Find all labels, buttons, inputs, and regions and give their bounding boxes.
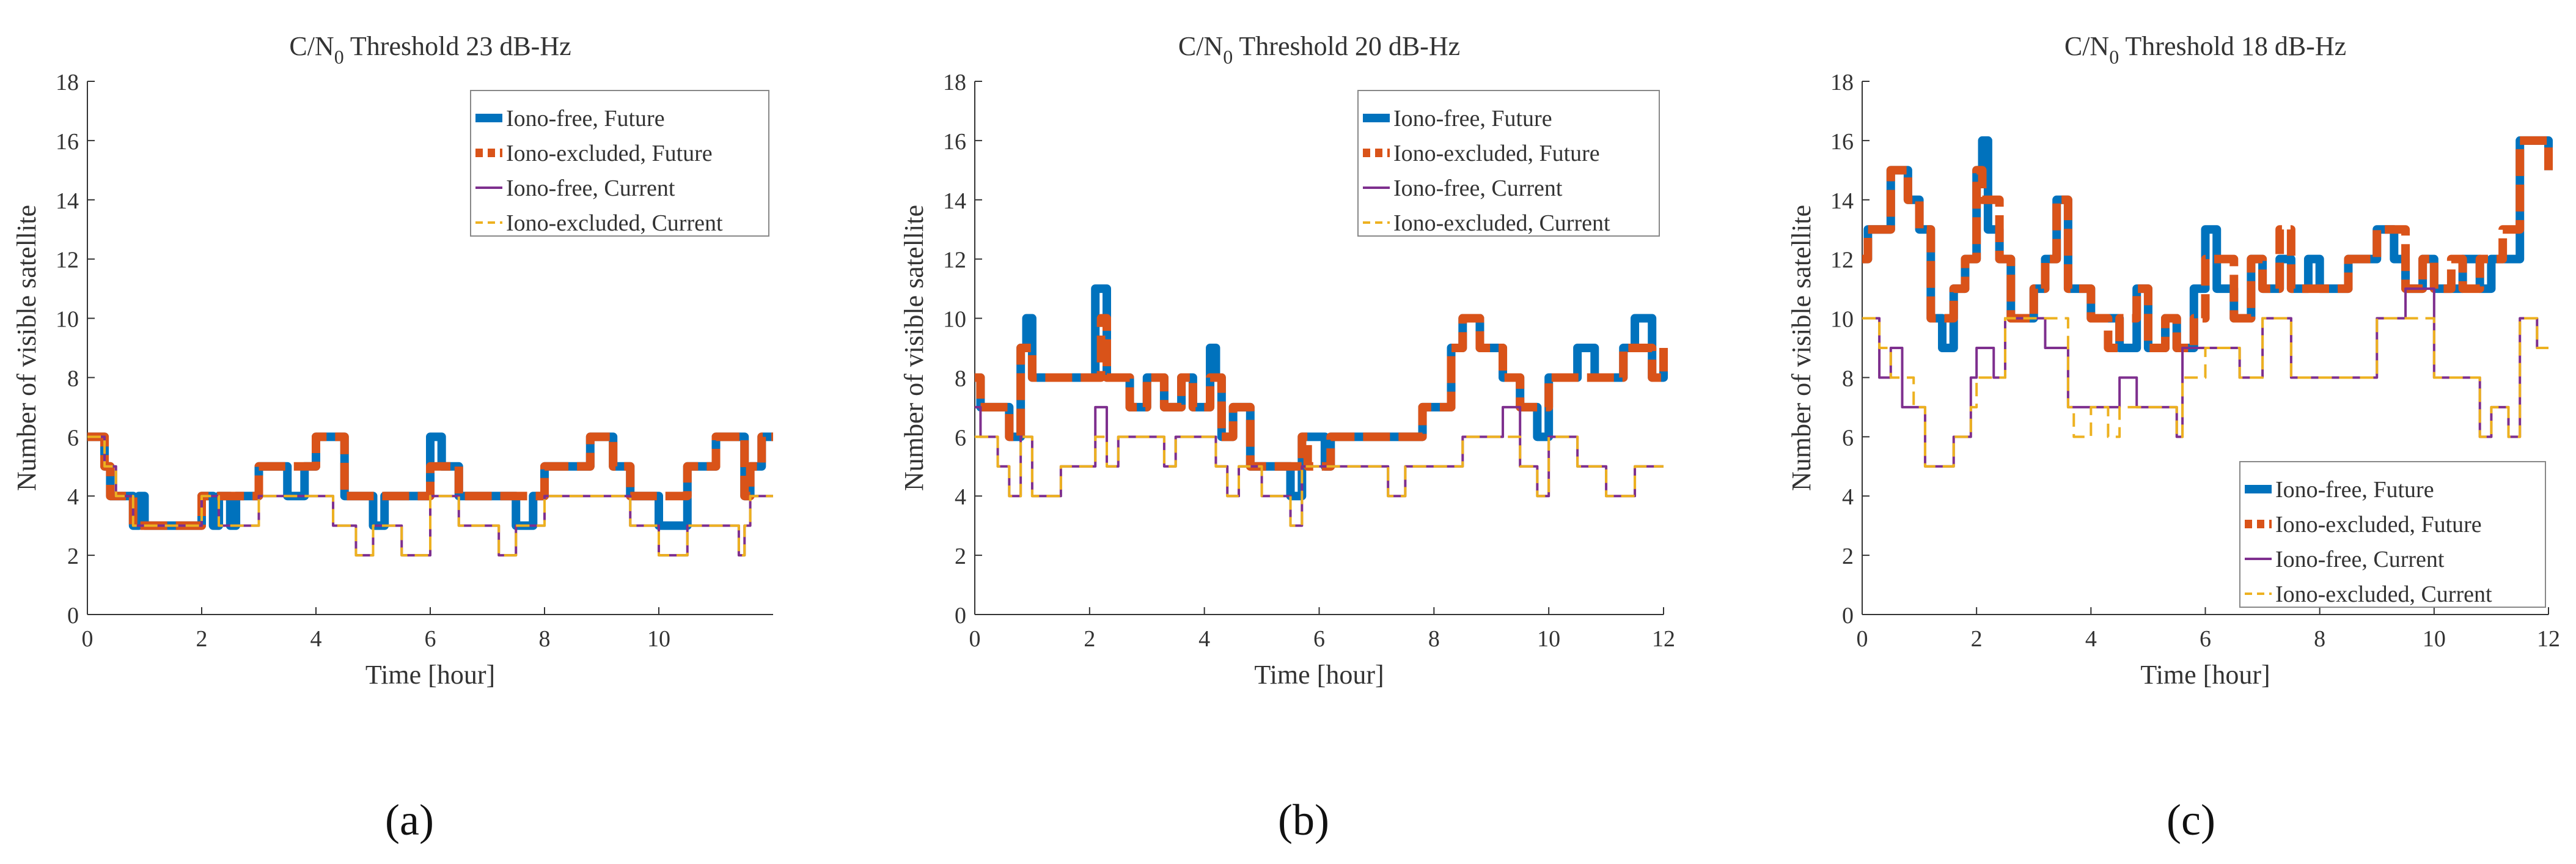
- legend-label: Iono-free, Current: [506, 175, 675, 201]
- panel-label-a: (a): [385, 796, 434, 844]
- x-axis-label: Time [hour]: [2140, 660, 2270, 690]
- y-tick-label: 6: [955, 425, 966, 451]
- y-tick-label: 6: [1842, 425, 1854, 451]
- y-tick-label: 0: [67, 603, 79, 629]
- x-tick-label: 6: [2200, 626, 2211, 652]
- y-tick-label: 0: [955, 603, 966, 629]
- legend-label: Iono-free, Future: [1393, 106, 1552, 131]
- legend-label: Iono-excluded, Current: [2275, 582, 2492, 607]
- x-tick-label: 4: [1198, 626, 1210, 652]
- y-tick-label: 14: [943, 188, 966, 214]
- x-axis-label: Time [hour]: [365, 660, 495, 690]
- x-tick-label: 6: [1313, 626, 1325, 652]
- legend: Iono-free, Future Iono-excluded, Future Io…: [2239, 461, 2546, 608]
- y-tick-label: 18: [1830, 70, 1854, 95]
- legend-label: Iono-excluded, Future: [2275, 512, 2482, 537]
- series-line-2: [1862, 136, 2553, 352]
- series-line-2: [975, 314, 1668, 471]
- legend: Iono-free, Future Iono-excluded, Future Io…: [1357, 90, 1660, 237]
- y-tick-label: 10: [1830, 307, 1854, 333]
- legend-label: Iono-free, Future: [2275, 477, 2434, 503]
- y-tick-label: 18: [56, 70, 79, 95]
- chart-panel-3: C/N0 Threshold 18 dB-Hz 0 2 4 6 8 10 12 14 16 18 0 2…: [1786, 31, 2560, 690]
- y-tick-label: 10: [943, 307, 966, 333]
- chart-panel-1: C/N0 Threshold 23 dB-Hz 0 2 4 6 8 10 12 14 16 18 0 2…: [12, 31, 773, 690]
- y-tick-label: 4: [67, 484, 79, 510]
- x-axis-label: Time [hour]: [1254, 660, 1384, 690]
- y-tick-label: 8: [955, 366, 966, 391]
- legend-label: Iono-free, Current: [1393, 175, 1563, 201]
- y-tick-label: 18: [943, 70, 966, 95]
- y-tick-label: 2: [67, 544, 79, 569]
- legend-box: [1357, 90, 1660, 237]
- y-axis-label: Number of visible satellite: [899, 205, 929, 491]
- x-tick-label: 12: [2537, 626, 2560, 652]
- x-tick-label: 8: [2314, 626, 2325, 652]
- y-tick-label: 12: [943, 248, 966, 273]
- x-tick-label: 0: [969, 626, 981, 652]
- panel-label-c: (c): [2167, 796, 2215, 844]
- y-tick-label: 2: [955, 544, 966, 569]
- x-tick-label: 2: [1084, 626, 1095, 652]
- legend-label: Iono-excluded, Current: [1393, 210, 1610, 236]
- x-tick-label: 10: [647, 626, 670, 652]
- y-tick-label: 14: [56, 188, 79, 214]
- legend-label: Iono-free, Future: [506, 106, 665, 131]
- x-tick-label: 10: [1537, 626, 1560, 652]
- y-tick-label: 16: [56, 129, 79, 155]
- x-tick-label: 12: [1652, 626, 1675, 652]
- legend-box: [470, 90, 769, 237]
- chart-title: C/N0 Threshold 23 dB-Hz: [289, 31, 571, 68]
- legend-box: [2239, 461, 2546, 608]
- chart-title: C/N0 Threshold 20 dB-Hz: [1178, 31, 1460, 68]
- y-tick-label: 4: [1842, 484, 1854, 510]
- x-tick-label: 2: [1971, 626, 1983, 652]
- legend: Iono-free, Future Iono-excluded, Future Io…: [470, 90, 769, 237]
- legend-label: Iono-excluded, Future: [1393, 141, 1600, 166]
- y-tick-label: 2: [1842, 544, 1854, 569]
- x-tick-label: 4: [310, 626, 322, 652]
- x-tick-label: 4: [2085, 626, 2097, 652]
- y-tick-label: 0: [1842, 603, 1854, 629]
- y-tick-label: 16: [943, 129, 966, 155]
- x-tick-label: 10: [2423, 626, 2446, 652]
- legend-label: Iono-excluded, Future: [506, 141, 713, 166]
- x-tick-label: 8: [539, 626, 551, 652]
- legend-label: Iono-excluded, Current: [506, 210, 723, 236]
- x-tick-label: 6: [425, 626, 436, 652]
- x-tick-label: 0: [82, 626, 94, 652]
- series-line-4: [975, 435, 1664, 527]
- y-tick-label: 8: [1842, 366, 1854, 391]
- y-tick-label: 12: [56, 248, 79, 273]
- series-line-1: [975, 284, 1668, 501]
- y-tick-label: 12: [1830, 248, 1854, 273]
- series-line-4: [87, 435, 773, 557]
- y-axis-label: Number of visible satellite: [1786, 205, 1816, 491]
- panel-label-b: (b): [1278, 796, 1329, 844]
- y-tick-label: 8: [67, 366, 79, 391]
- y-axis-label: Number of visible satellite: [12, 205, 42, 491]
- chart-panel-2: C/N0 Threshold 20 dB-Hz 0 2 4 6 8 10 12 14 16 18 0 2…: [899, 31, 1675, 690]
- y-tick-label: 16: [1830, 129, 1854, 155]
- x-tick-label: 2: [196, 626, 208, 652]
- y-tick-label: 14: [1830, 188, 1854, 214]
- x-tick-label: 8: [1428, 626, 1440, 652]
- series-line-1: [1862, 136, 2553, 352]
- chart-title: C/N0 Threshold 18 dB-Hz: [2064, 31, 2346, 68]
- y-tick-label: 10: [56, 307, 79, 333]
- x-tick-label: 0: [1857, 626, 1868, 652]
- y-tick-label: 4: [955, 484, 966, 510]
- legend-label: Iono-free, Current: [2275, 547, 2445, 572]
- series-line-4: [1862, 317, 2548, 468]
- y-tick-label: 6: [67, 425, 79, 451]
